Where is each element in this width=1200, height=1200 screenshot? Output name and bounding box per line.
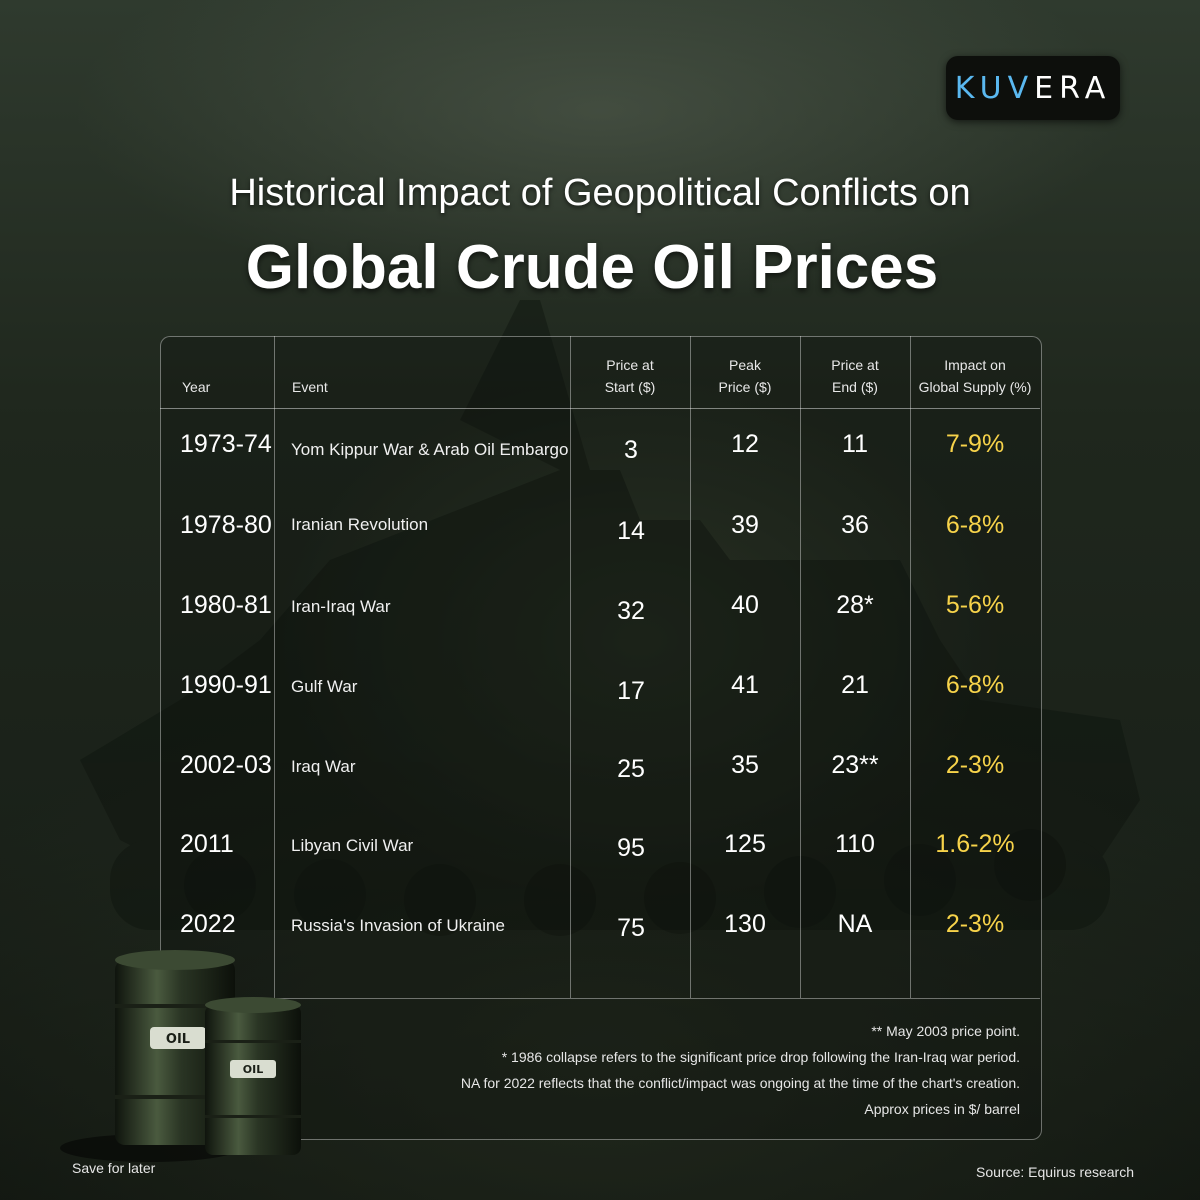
cell-peak-price: 35 (731, 750, 759, 779)
header-price-start: Price at Start ($) (604, 357, 656, 395)
oil-barrel-small: OIL (205, 997, 301, 1155)
cell-price-end: 110 (835, 829, 875, 858)
cell-event: Iranian Revolution (291, 515, 429, 534)
cell-price-end: 21 (841, 670, 869, 699)
table-panel (160, 336, 1042, 1140)
table-row: 1980-81 Iran-Iraq War 32 40 28* 5-6% (0, 585, 1200, 625)
table-row: 2022 Russia's Invasion of Ukraine 75 130… (0, 904, 1200, 944)
cell-peak-price: 130 (724, 909, 766, 938)
cell-year: 2011 (180, 829, 234, 858)
cell-price-end: 23** (831, 750, 879, 779)
cell-price-end: NA (837, 909, 873, 938)
cell-peak-price: 41 (731, 670, 759, 699)
header-price-end: Price at End ($) (831, 357, 879, 395)
cell-event: Iraq War (291, 757, 356, 776)
cell-price-start: 3 (624, 435, 638, 464)
source-text: Source: Equirus research (976, 1164, 1134, 1180)
cell-impact: 6-8% (945, 510, 1005, 539)
table-row: 1978-80 Iranian Revolution 14 39 36 6-8% (0, 505, 1200, 545)
cell-event: Iran-Iraq War (291, 597, 391, 616)
cell-event: Libyan Civil War (291, 836, 414, 855)
cell-event: Yom Kippur War & Arab Oil Embargo (291, 440, 569, 459)
cell-price-start: 17 (617, 676, 645, 705)
kuvera-logo: KUV ERA (946, 56, 1120, 120)
cell-price-end: 28* (836, 590, 874, 619)
table-row: 2011 Libyan Civil War 95 125 110 1.6-2% (0, 824, 1200, 864)
header-divider (160, 408, 1040, 409)
cell-year: 2022 (180, 909, 236, 938)
oil-barrels-image: OIL OIL (60, 950, 301, 1162)
save-for-later-text: Save for later (72, 1160, 156, 1176)
table-row: 1973-74 Yom Kippur War & Arab Oil Embarg… (0, 424, 1200, 464)
column-divider (910, 336, 911, 998)
cell-year: 1978-80 (180, 510, 272, 539)
cell-year: 1973-74 (180, 429, 272, 458)
cell-peak-price: 125 (724, 829, 766, 858)
header-year: Year (182, 379, 211, 395)
footnote-units: Approx prices in $/ barrel (864, 1101, 1020, 1117)
barrel-label: OIL (166, 1032, 190, 1047)
cell-price-start: 95 (617, 833, 645, 862)
footnote-1986-collapse: * 1986 collapse refers to the significan… (501, 1049, 1020, 1065)
cell-price-end: 11 (842, 429, 868, 458)
cell-impact: 2-3% (945, 750, 1005, 779)
cell-price-start: 75 (617, 913, 645, 942)
table-row: 2002-03 Iraq War 25 35 23** 2-3% (0, 745, 1200, 785)
cell-price-start: 14 (617, 516, 645, 545)
column-divider (690, 336, 691, 998)
footnote-na-2022: NA for 2022 reflects that the conflict/i… (460, 1075, 1020, 1091)
cell-year: 1990-91 (180, 670, 272, 699)
barrel-label: OIL (243, 1063, 263, 1076)
title-line-1: Historical Impact of Geopolitical Confli… (229, 172, 971, 214)
cell-price-start: 32 (617, 596, 645, 625)
cell-year: 2002-03 (180, 750, 272, 779)
header-event: Event (292, 379, 328, 395)
cell-impact: 7-9% (945, 429, 1005, 458)
header-peak-price: Peak Price ($) (718, 357, 772, 395)
cell-peak-price: 40 (731, 590, 759, 619)
header-impact: Impact on Global Supply (%) (918, 357, 1032, 395)
footnotes: ** May 2003 price point. * 1986 collapse… (461, 1018, 1020, 1122)
cell-impact: 5-6% (945, 590, 1005, 619)
cell-peak-price: 12 (731, 429, 759, 458)
cell-price-end: 36 (841, 510, 869, 539)
column-divider (570, 336, 571, 998)
title-line-2: Global Crude Oil Prices (245, 233, 939, 302)
cell-year: 1980-81 (180, 590, 272, 619)
column-divider (274, 336, 275, 998)
cell-event: Russia's Invasion of Ukraine (291, 916, 505, 935)
footer-divider (160, 998, 1040, 999)
cell-impact: 6-8% (945, 670, 1005, 699)
cell-price-start: 25 (617, 754, 645, 783)
cell-impact: 2-3% (945, 909, 1005, 938)
column-divider (800, 336, 801, 998)
cell-event: Gulf War (291, 677, 358, 696)
table-row: 1990-91 Gulf War 17 41 21 6-8% (0, 665, 1200, 705)
footnote-may-2003: ** May 2003 price point. (871, 1023, 1020, 1039)
cell-peak-price: 39 (731, 510, 759, 539)
cell-impact: 1.6-2% (935, 829, 1015, 858)
